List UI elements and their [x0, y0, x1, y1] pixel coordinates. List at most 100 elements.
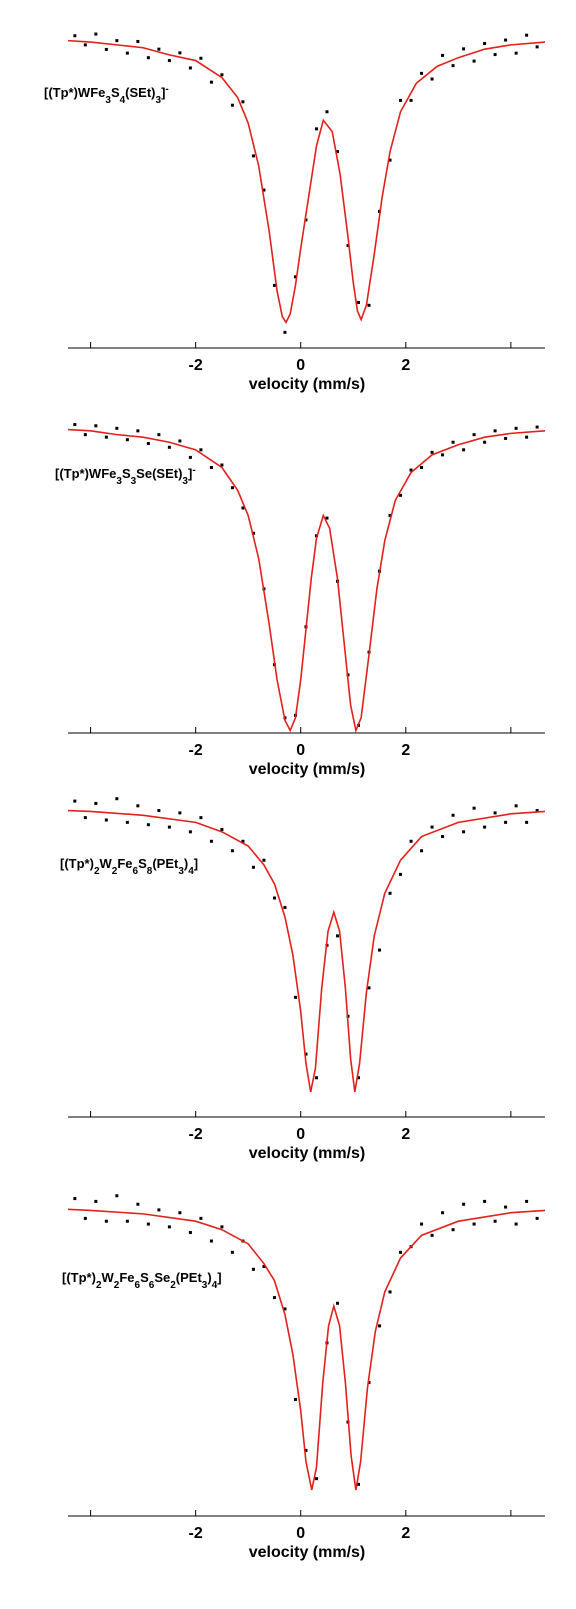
data-point — [441, 835, 445, 839]
x-axis-label: velocity (mm/s) — [249, 1145, 365, 1162]
x-tick-label: -2 — [189, 1525, 203, 1542]
data-point — [525, 820, 529, 824]
data-point — [335, 150, 339, 154]
data-point — [525, 33, 529, 37]
data-point — [157, 47, 161, 51]
data-point — [167, 445, 171, 449]
data-point — [451, 813, 455, 817]
data-point — [293, 1397, 297, 1401]
data-point — [283, 330, 287, 334]
data-point — [493, 429, 497, 433]
data-point — [388, 891, 392, 895]
data-point — [283, 1307, 287, 1311]
data-point — [430, 77, 434, 81]
data-point — [535, 809, 539, 813]
data-point — [73, 799, 77, 803]
data-point — [367, 303, 371, 307]
data-point — [220, 463, 224, 467]
data-point — [167, 825, 171, 829]
data-point — [83, 433, 87, 437]
data-point — [451, 64, 455, 68]
data-point — [146, 1222, 150, 1226]
data-point — [430, 1233, 434, 1237]
data-point — [167, 1225, 171, 1229]
data-point — [420, 71, 424, 75]
data-point — [104, 435, 108, 439]
data-point — [472, 59, 476, 63]
data-point — [388, 1290, 392, 1294]
data-point — [409, 839, 413, 843]
data-point — [293, 275, 297, 279]
data-point — [514, 426, 518, 430]
x-tick-label: 0 — [296, 1525, 305, 1542]
data-point — [514, 804, 518, 808]
data-point — [504, 1205, 508, 1209]
data-point — [167, 59, 171, 63]
data-point — [262, 1264, 266, 1268]
data-point — [314, 127, 318, 131]
data-point — [188, 66, 192, 70]
data-point — [209, 466, 213, 470]
x-tick-label: 0 — [296, 742, 305, 759]
data-point — [241, 100, 245, 104]
data-point — [535, 425, 539, 429]
data-point — [504, 38, 508, 42]
data-point — [283, 905, 287, 909]
x-axis-label: velocity (mm/s) — [249, 761, 365, 778]
data-point — [73, 1197, 77, 1201]
data-point — [209, 80, 213, 84]
x-tick-label: 2 — [401, 1525, 410, 1542]
data-point — [136, 804, 140, 808]
data-point — [430, 825, 434, 829]
data-point — [472, 806, 476, 810]
data-point — [504, 436, 508, 440]
data-point — [304, 1448, 308, 1452]
x-tick-label: 2 — [401, 1126, 410, 1143]
data-point — [115, 426, 119, 430]
data-point — [251, 865, 255, 869]
data-point — [272, 896, 276, 900]
fit-line — [67, 809, 546, 1093]
data-point — [388, 514, 392, 518]
data-point — [157, 809, 161, 813]
data-point — [230, 486, 234, 490]
data-point — [420, 1222, 424, 1226]
data-point — [514, 51, 518, 55]
data-point — [178, 1211, 182, 1215]
data-point — [399, 872, 403, 876]
data-point — [335, 934, 339, 938]
data-point — [209, 1239, 213, 1243]
data-point — [441, 53, 445, 57]
data-point — [357, 300, 361, 304]
data-point — [262, 858, 266, 862]
data-point — [346, 244, 350, 248]
data-point — [409, 98, 413, 102]
data-point — [178, 811, 182, 815]
data-point — [104, 818, 108, 822]
data-point — [304, 218, 308, 222]
data-point — [136, 39, 140, 43]
data-point — [399, 493, 403, 497]
data-point — [441, 453, 445, 457]
x-tick-label: -2 — [189, 1126, 203, 1143]
data-point — [157, 1208, 161, 1212]
data-point — [125, 438, 129, 442]
data-point — [230, 103, 234, 107]
data-point — [188, 1231, 192, 1235]
data-point — [73, 423, 77, 427]
x-tick-label: 2 — [401, 742, 410, 759]
data-point — [157, 433, 161, 437]
data-point — [378, 948, 382, 952]
compound-label: [(Tp*)WFe3S3Se(SEt)3]- — [55, 465, 196, 487]
fit-line — [67, 1208, 546, 1491]
data-point — [178, 51, 182, 55]
data-point — [241, 506, 245, 510]
data-point — [483, 440, 487, 444]
data-point — [272, 283, 276, 287]
data-point — [115, 39, 119, 43]
data-point — [178, 439, 182, 443]
data-point — [314, 1477, 318, 1481]
data-point — [451, 1228, 455, 1232]
data-point — [314, 1076, 318, 1080]
